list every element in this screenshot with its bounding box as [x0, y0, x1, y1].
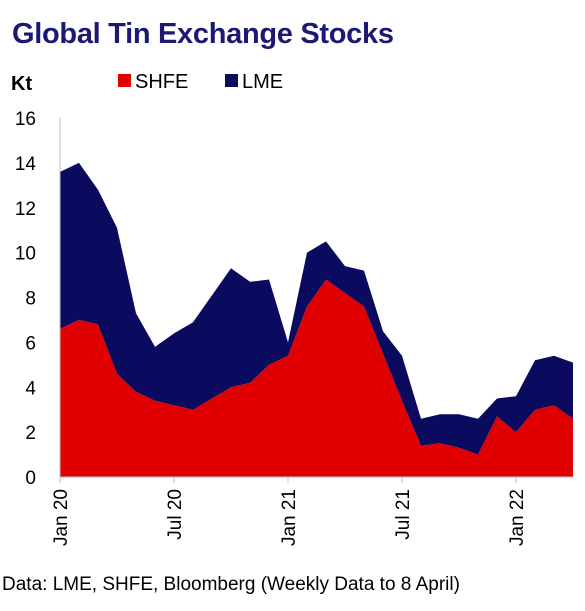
source-note: Data: LME, SHFE, Bloomberg (Weekly Data … — [2, 574, 460, 595]
y-tick-label: 2 — [25, 423, 36, 444]
y-tick-label: 0 — [25, 468, 36, 489]
y-tick-label: 10 — [15, 244, 36, 265]
x-tick-label: Jan 21 — [279, 489, 300, 546]
series-area-lme — [60, 162, 573, 455]
chart-title: Global Tin Exchange Stocks — [12, 18, 394, 50]
series-area-shfe — [60, 279, 573, 477]
y-tick-label: 12 — [15, 199, 36, 220]
x-tick-label: Jul 20 — [165, 489, 186, 540]
y-tick-label: 16 — [15, 109, 36, 130]
legend-swatch-lme — [225, 74, 238, 87]
legend-label-shfe: SHFE — [135, 71, 188, 93]
y-tick-label: 8 — [25, 289, 36, 310]
y-axis-unit: Kt — [11, 73, 32, 95]
y-tick-label: 14 — [15, 154, 37, 175]
y-tick-label: 4 — [25, 378, 36, 399]
legend-swatch-shfe — [118, 74, 131, 87]
x-tick-label: Jan 22 — [507, 489, 528, 546]
x-tick-label: Jan 20 — [51, 489, 72, 546]
x-tick-label: Jul 21 — [393, 489, 414, 540]
y-tick-label: 6 — [25, 333, 36, 354]
legend-label-lme: LME — [242, 71, 283, 93]
